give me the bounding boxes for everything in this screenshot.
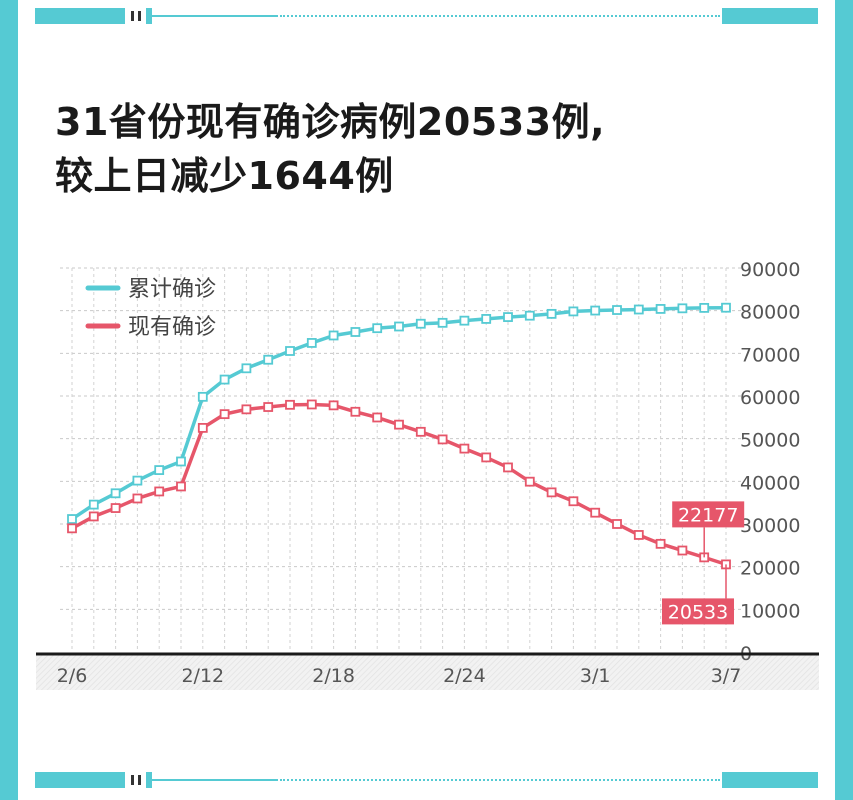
data-point <box>612 305 622 315</box>
x-tick-label: 3/7 <box>711 665 742 687</box>
annotation-box <box>662 598 734 625</box>
data-point <box>481 314 492 324</box>
data-point <box>88 511 99 522</box>
data-point <box>263 402 274 412</box>
x-axis-band <box>36 655 819 690</box>
data-point <box>219 409 230 420</box>
data-point <box>110 503 121 513</box>
data-point <box>437 434 448 445</box>
y-axis-ticks: 0100002000030000400005000060000700008000… <box>740 259 800 665</box>
data-point <box>88 499 99 510</box>
x-axis-ticks: 2/6 2/12 2/18 2/24 3/1 3/7 <box>57 665 742 687</box>
data-point <box>568 496 579 507</box>
data-point <box>197 391 208 402</box>
x-tick-label: 3/1 <box>580 665 611 687</box>
data-point <box>503 462 513 473</box>
y-tick-label: 50000 <box>740 430 800 452</box>
y-tick-label: 90000 <box>740 259 800 281</box>
y-tick-label: 20000 <box>740 558 800 580</box>
data-point <box>285 346 295 356</box>
data-point <box>263 354 274 365</box>
legend-label: 累计确诊 <box>128 277 216 302</box>
data-point <box>67 514 77 524</box>
x-tick-label: 2/12 <box>181 665 224 687</box>
y-tick-label: 40000 <box>740 472 800 494</box>
line-chart: 0100002000030000400005000060000700008000… <box>36 259 819 690</box>
data-point <box>437 317 448 328</box>
data-point <box>459 315 470 326</box>
data-point <box>132 493 143 504</box>
y-tick-label: 80000 <box>740 302 800 324</box>
x-tick-label: 2/6 <box>57 665 88 687</box>
data-point <box>524 310 535 321</box>
frame-left-border <box>0 0 18 800</box>
data-point <box>394 321 404 332</box>
data-point <box>197 422 208 433</box>
data-point <box>590 507 601 518</box>
data-point <box>415 426 426 437</box>
data-point <box>372 412 383 423</box>
data-point <box>655 304 666 314</box>
data-point <box>285 399 295 410</box>
frame-right-border <box>835 0 853 800</box>
data-point <box>633 530 644 540</box>
data-point <box>481 452 492 463</box>
data-point <box>503 312 513 322</box>
data-point <box>415 318 426 329</box>
data-point <box>590 305 601 316</box>
data-point <box>721 302 731 313</box>
data-point <box>612 519 622 529</box>
annotation-box <box>672 501 745 528</box>
annotation-label: 20533 <box>668 601 728 623</box>
data-point <box>677 545 688 556</box>
data-point <box>699 302 710 313</box>
y-tick-label: 10000 <box>740 600 800 622</box>
data-point <box>67 523 77 534</box>
data-point <box>350 406 361 417</box>
grid-lines <box>60 267 742 652</box>
data-point <box>568 306 579 317</box>
x-tick-label: 2/18 <box>312 665 355 687</box>
chart-title-line-1: 31省份现有确诊病例20533例, <box>55 100 606 144</box>
data-point <box>241 404 252 415</box>
legend-label: 现有确诊 <box>128 315 216 340</box>
data-point <box>328 330 339 341</box>
data-point <box>176 456 186 467</box>
data-point <box>459 443 470 454</box>
y-tick-label: 30000 <box>740 515 800 537</box>
data-point <box>394 419 404 430</box>
data-point <box>132 475 143 486</box>
annotation-label: 22177 <box>678 504 738 526</box>
data-point <box>154 486 165 497</box>
data-point <box>677 303 688 314</box>
data-point <box>546 487 557 498</box>
data-point <box>306 399 317 410</box>
data-point <box>241 363 252 374</box>
data-point <box>372 323 383 334</box>
data-point <box>350 327 361 337</box>
chart-title-line-2: 较上日减少1644例 <box>55 154 394 198</box>
data-point <box>524 476 535 487</box>
x-tick-label: 2/24 <box>443 665 486 687</box>
data-point <box>110 488 121 499</box>
data-point <box>176 481 186 492</box>
y-tick-label: 60000 <box>740 387 800 409</box>
chart-title: 31省份现有确诊病例20533例, 较上日减少1644例 <box>55 95 815 203</box>
data-point <box>633 304 644 315</box>
data-point <box>546 308 557 319</box>
series-current <box>67 399 731 570</box>
data-point <box>328 400 339 411</box>
data-point <box>655 538 666 549</box>
data-point <box>154 465 165 475</box>
annotations: 22177 20533 <box>662 501 745 625</box>
y-tick-label: 70000 <box>740 344 800 366</box>
data-point <box>219 374 230 385</box>
series-cumulative <box>67 302 731 524</box>
data-point <box>306 338 317 348</box>
